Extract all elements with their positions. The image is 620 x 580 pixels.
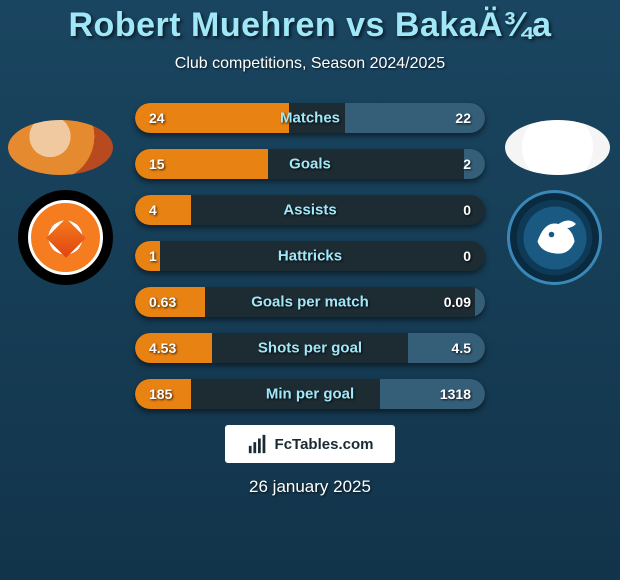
denbosch-crest-icon xyxy=(520,203,590,273)
player-avatar-left xyxy=(8,120,113,175)
stat-row: 4 0 Assists xyxy=(135,195,485,225)
stat-value-right: 0 xyxy=(463,248,471,264)
page-title: Robert Muehren vs BakaÄ¾a xyxy=(0,6,620,45)
stat-label: Hattricks xyxy=(278,248,342,265)
stat-value-right: 1318 xyxy=(440,386,471,402)
stat-value-left: 4.53 xyxy=(149,340,176,356)
stat-value-right: 4.5 xyxy=(452,340,471,356)
stat-value-left: 24 xyxy=(149,110,165,126)
club-crest-left xyxy=(18,190,113,285)
stat-value-right: 22 xyxy=(455,110,471,126)
stat-label: Goals per match xyxy=(251,294,369,311)
stat-value-right: 0.09 xyxy=(444,294,471,310)
stat-row: 15 2 Goals xyxy=(135,149,485,179)
stat-value-left: 0.63 xyxy=(149,294,176,310)
stat-label: Shots per goal xyxy=(258,340,362,357)
stat-value-left: 15 xyxy=(149,156,165,172)
stats-table: 24 22 Matches 15 2 Goals 4 0 Assists 1 0 Hattricks 0… xyxy=(135,103,485,409)
stat-row: 185 1318 Min per goal xyxy=(135,379,485,409)
stat-label: Min per goal xyxy=(266,386,354,403)
stat-label: Matches xyxy=(280,110,340,127)
brand-label: FcTables.com xyxy=(275,436,374,453)
stat-label: Assists xyxy=(283,202,336,219)
chart-icon xyxy=(247,433,269,455)
stat-value-left: 4 xyxy=(149,202,157,218)
subtitle: Club competitions, Season 2024/2025 xyxy=(0,55,620,73)
comparison-card: Robert Muehren vs BakaÄ¾a Club competiti… xyxy=(0,0,620,580)
player-avatar-right xyxy=(505,120,610,175)
footer-date: 26 january 2025 xyxy=(0,477,620,497)
volendam-crest-icon xyxy=(28,200,103,275)
stat-value-right: 0 xyxy=(463,202,471,218)
stat-value-left: 1 xyxy=(149,248,157,264)
stat-value-left: 185 xyxy=(149,386,172,402)
brand-badge: FcTables.com xyxy=(225,425,395,463)
stat-row: 0.63 0.09 Goals per match xyxy=(135,287,485,317)
stat-row: 4.53 4.5 Shots per goal xyxy=(135,333,485,363)
club-crest-right xyxy=(507,190,602,285)
stat-bar-right xyxy=(475,287,486,317)
stat-value-right: 2 xyxy=(463,156,471,172)
stat-row: 1 0 Hattricks xyxy=(135,241,485,271)
stat-bar-right xyxy=(408,333,485,363)
stat-label: Goals xyxy=(289,156,331,173)
stat-bar-left xyxy=(135,195,191,225)
stat-row: 24 22 Matches xyxy=(135,103,485,133)
